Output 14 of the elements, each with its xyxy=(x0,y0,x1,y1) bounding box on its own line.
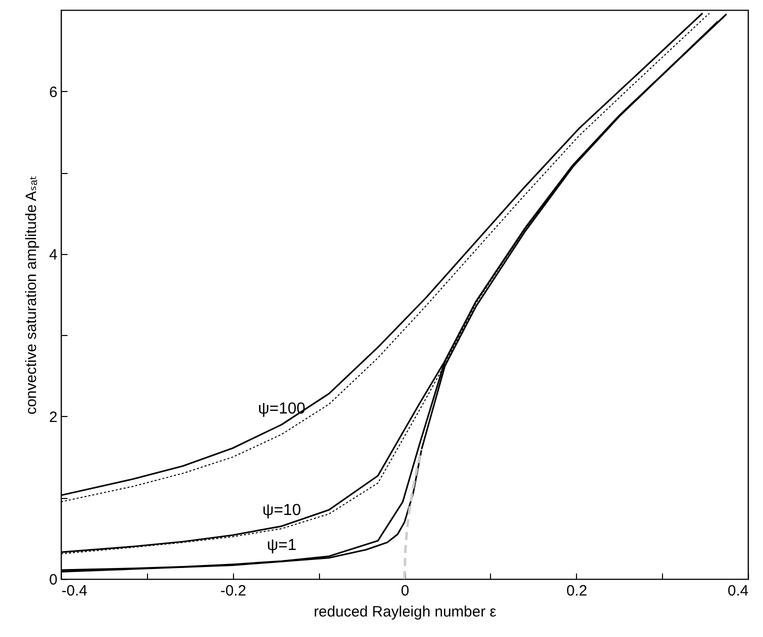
series-label: ψ=100 xyxy=(258,400,306,418)
x-axis-title: reduced Rayleigh number ε xyxy=(314,604,497,620)
y-axis-title: convective saturation amplitude Aₛₐₜ xyxy=(23,175,40,415)
y-tick-label: 6 xyxy=(49,84,58,101)
x-tick-label: 0 xyxy=(400,582,410,600)
x-tick-label: 0.4 xyxy=(728,582,748,600)
x-tick-label: -0.2 xyxy=(220,582,246,600)
y-tick-label: 2 xyxy=(49,408,58,426)
y-tick-label: 0 xyxy=(49,572,58,588)
x-tick-label: -0.4 xyxy=(62,582,88,600)
series-label: ψ=1 xyxy=(266,537,297,554)
y-tick-label: 4 xyxy=(49,246,58,264)
series-label: ψ=10 xyxy=(262,502,302,520)
x-tick-label: 0.2 xyxy=(566,582,588,600)
